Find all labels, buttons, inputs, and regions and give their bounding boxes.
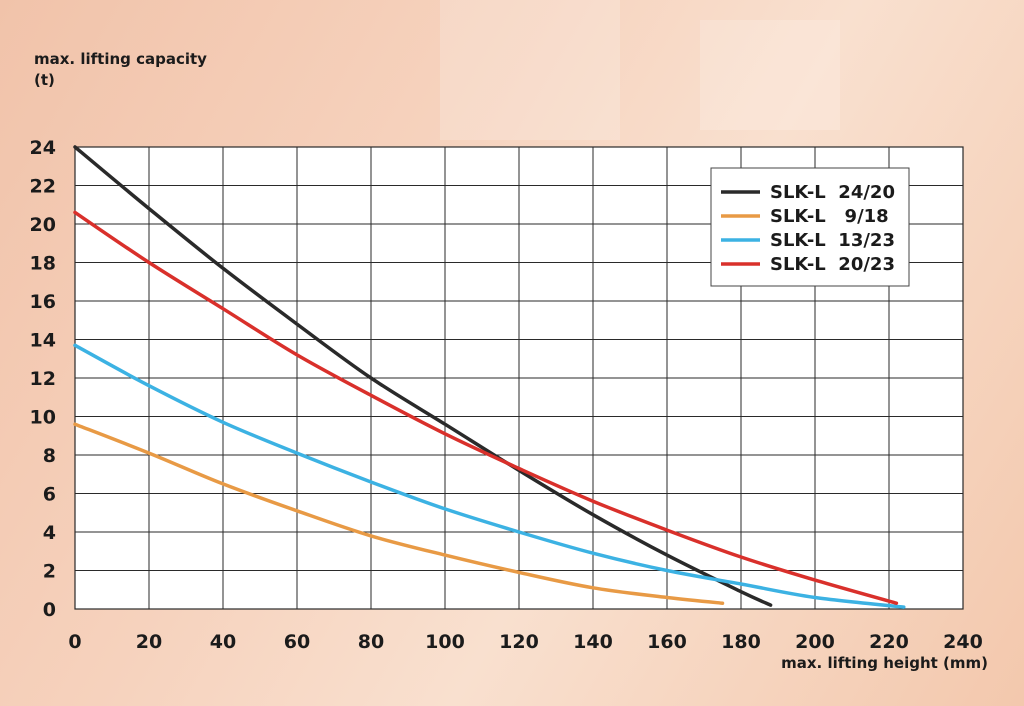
y-tick-label: 6 [43,484,56,506]
series-line-1 [73,145,773,607]
background-decoration [440,0,620,140]
x-tick-label: 100 [425,631,465,653]
series-line-3 [73,343,906,609]
x-tick-label: 140 [573,631,613,653]
y-tick-label: 8 [43,445,56,467]
y-tick-label: 10 [30,407,56,429]
y-tick-label: 18 [30,253,56,275]
x-tick-label: 40 [210,631,236,653]
x-tick-label: 60 [284,631,310,653]
series-line-2 [73,422,725,605]
y-tick-label: 12 [30,368,56,390]
x-tick-label: 0 [68,631,81,653]
y-axis-label-line1: max. lifting capacity [34,50,207,68]
legend-entry-label: SLK-L 13/23 [770,230,895,251]
y-tick-label: 20 [30,214,56,236]
y-tick-label: 2 [43,561,56,583]
legend: SLK-L 24/20 SLK-L 9/18 SLK-L 13/23 SLK-L 20… [710,167,910,287]
legend-entry-label: SLK-L 20/23 [770,254,895,275]
y-tick-label: 24 [30,137,56,159]
x-tick-label: 200 [795,631,835,653]
x-tick-label: 220 [869,631,909,653]
y-tick-label: 22 [30,176,56,198]
x-tick-label: 80 [358,631,384,653]
series-line-4 [73,210,899,605]
background-decoration [700,20,840,130]
x-tick-label: 240 [943,631,983,653]
x-tick-label: 120 [499,631,539,653]
y-tick-label: 0 [43,599,56,621]
x-tick-label: 160 [647,631,687,653]
y-tick-label: 14 [30,330,56,352]
x-tick-label: 20 [136,631,162,653]
legend-box [710,167,910,287]
series-lines [73,145,906,609]
x-axis-ticks: 0 20 40 60 80 100 120 140 160 180 200 220 240 [68,631,982,653]
y-tick-label: 16 [30,291,56,313]
y-tick-label: 4 [43,522,56,544]
x-tick-label: 180 [721,631,761,653]
legend-entry-label: SLK-L 24/20 [770,182,895,203]
legend-entry-label: SLK-L 9/18 [770,206,889,227]
grid [74,146,964,610]
y-axis-label-line2: (t) [34,71,55,89]
x-axis-label: max. lifting height (mm) [781,654,988,672]
